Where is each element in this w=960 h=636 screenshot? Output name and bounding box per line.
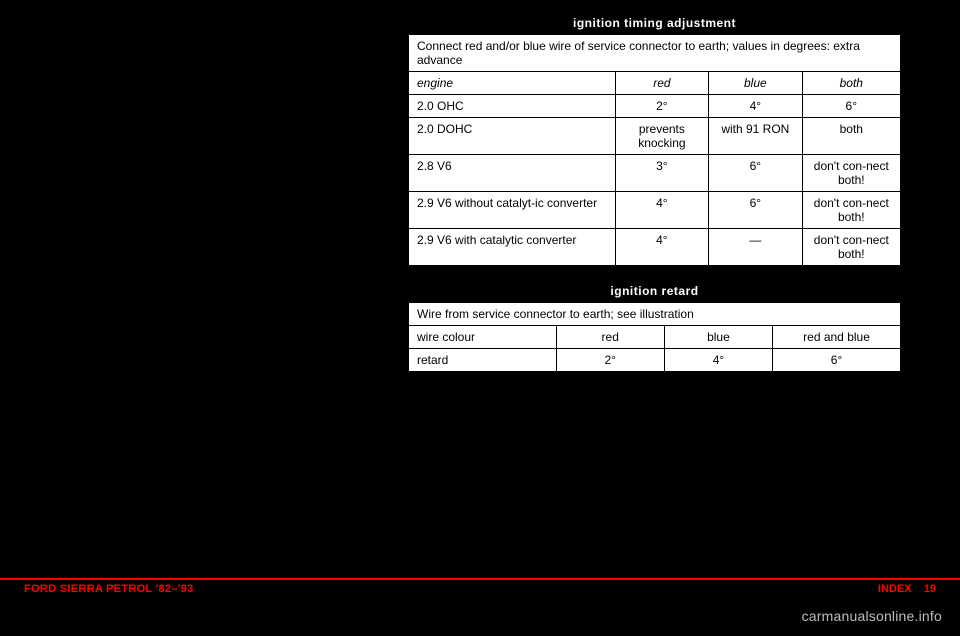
t1-r2c0: 2.8 V6 — [409, 155, 616, 192]
table-row: 2.8 V6 3° 6° don't con-nect both! — [409, 155, 901, 192]
t2-h3: red and blue — [773, 326, 901, 349]
t1-h0: engine — [409, 72, 616, 95]
t1-r1c2: with 91 RON — [709, 118, 802, 155]
ignition-retard-table: Wire from service connector to earth; se… — [408, 302, 901, 372]
footer-index-number: 19 — [924, 583, 936, 595]
t1-h1: red — [615, 72, 708, 95]
watermark: carmanualsonline.info — [802, 608, 942, 624]
t1-r2c3: don't con-nect both! — [802, 155, 900, 192]
table-row: 2.9 V6 with catalytic converter 4° — don… — [409, 229, 901, 266]
t1-r0c0: 2.0 OHC — [409, 95, 616, 118]
t1-r4c2: — — [709, 229, 802, 266]
t1-r4c0: 2.9 V6 with catalytic converter — [409, 229, 616, 266]
t1-r0c2: 4° — [709, 95, 802, 118]
t1-r4c1: 4° — [615, 229, 708, 266]
t1-h2: blue — [709, 72, 802, 95]
table-row: 2.9 V6 without catalyt-ic converter 4° 6… — [409, 192, 901, 229]
t1-r2c1: 3° — [615, 155, 708, 192]
t1-r3c2: 6° — [709, 192, 802, 229]
table2-note: Wire from service connector to earth; se… — [409, 303, 901, 326]
t1-r1c1: prevents knocking — [615, 118, 708, 155]
t1-r0c3: 6° — [802, 95, 900, 118]
t1-r3c3: don't con-nect both! — [802, 192, 900, 229]
ignition-timing-table: Connect red and/or blue wire of service … — [408, 34, 901, 266]
t1-r3c0: 2.9 V6 without catalyt-ic converter — [409, 192, 616, 229]
t2-r0c1: 2° — [556, 349, 664, 372]
t1-r2c2: 6° — [709, 155, 802, 192]
table-row: retard 2° 4° 6° — [409, 349, 901, 372]
t2-h2: blue — [664, 326, 772, 349]
t2-r0c0: retard — [409, 349, 557, 372]
table1-note: Connect red and/or blue wire of service … — [409, 35, 901, 72]
t1-r1c0: 2.0 DOHC — [409, 118, 616, 155]
footer-index: INDEX 19 — [878, 583, 936, 595]
footer-model: FORD SIERRA PETROL '82–'93 — [24, 583, 194, 595]
table2-caption: ignition retard — [408, 284, 901, 298]
table-row: 2.0 OHC 2° 4° 6° — [409, 95, 901, 118]
table-row: 2.0 DOHC prevents knocking with 91 RON b… — [409, 118, 901, 155]
t1-r4c3: don't con-nect both! — [802, 229, 900, 266]
t2-r0c3: 6° — [773, 349, 901, 372]
t1-r3c1: 4° — [615, 192, 708, 229]
t1-r0c1: 2° — [615, 95, 708, 118]
footer-index-label: INDEX — [878, 583, 912, 595]
t2-h0: wire colour — [409, 326, 557, 349]
t1-r1c3: both — [802, 118, 900, 155]
t1-h3: both — [802, 72, 900, 95]
t2-h1: red — [556, 326, 664, 349]
table1-caption: ignition timing adjustment — [408, 16, 901, 30]
t2-r0c2: 4° — [664, 349, 772, 372]
page-footer: FORD SIERRA PETROL '82–'93 INDEX 19 — [0, 578, 960, 598]
